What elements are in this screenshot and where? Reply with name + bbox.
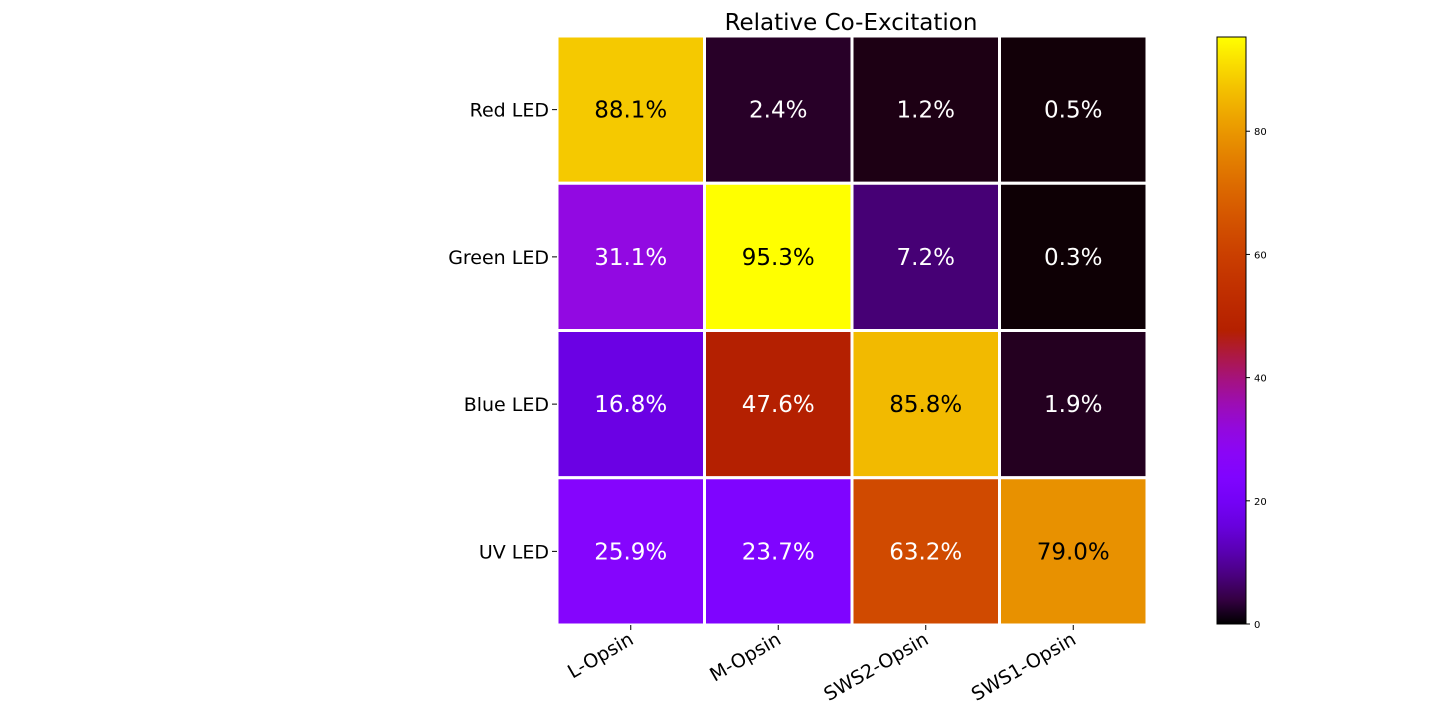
cell-value-label: 31.1%	[594, 245, 667, 271]
cell-value-label: 0.3%	[1044, 245, 1102, 271]
heatmap-cell	[850, 34, 1001, 185]
chart-title: Relative Co-Excitation	[725, 10, 978, 36]
heatmap-cell	[703, 329, 854, 480]
heatmap-cell	[703, 34, 854, 185]
y-tick-label: Green LED	[448, 247, 549, 269]
cell-value-label: 1.9%	[1044, 392, 1102, 418]
cell-value-label: 88.1%	[594, 98, 667, 124]
heatmap-cell	[703, 181, 854, 332]
cell-value-label: 85.8%	[889, 392, 962, 418]
heatmap-cell	[555, 34, 706, 185]
colorbar-tick-label: 0	[1254, 620, 1260, 631]
colorbar-tick-label: 80	[1254, 127, 1267, 138]
colorbar-tick-label: 20	[1254, 497, 1267, 508]
y-tick-label: UV LED	[479, 541, 549, 563]
colorbar-tick-label: 60	[1254, 250, 1267, 261]
heatmap-grid: 88.1% 2.4% 1.2% 0.5% 31.1% 95.3% 7.2% 0.3% 16.8%…	[555, 34, 1149, 627]
y-tick-label: Blue LED	[464, 394, 549, 416]
cell-value-label: 23.7%	[742, 539, 815, 565]
cell-value-label: 16.8%	[594, 392, 667, 418]
y-tick-label: Red LED	[470, 100, 549, 122]
cell-value-label: 47.6%	[742, 392, 815, 418]
cell-value-label: 1.2%	[897, 98, 955, 124]
cell-value-label: 63.2%	[889, 539, 962, 565]
x-tick-label: M-Opsin	[706, 628, 785, 686]
cell-value-label: 25.9%	[594, 539, 667, 565]
x-tick-label: SWS1-Opsin	[968, 628, 1080, 705]
column-labels: L-Opsin M-Opsin SWS2-Opsin SWS1-Opsin	[564, 625, 1080, 706]
cell-value-label: 2.4%	[749, 98, 807, 124]
heatmap-cell	[703, 476, 854, 627]
row-labels: Red LED Green LED Blue LED UV LED	[448, 100, 557, 563]
cell-value-label: 79.0%	[1037, 539, 1110, 565]
cell-value-label: 95.3%	[742, 245, 815, 271]
heatmap-cell	[998, 329, 1149, 480]
heatmap-cell	[998, 181, 1149, 332]
colorbar: 0 20 40 60 80	[1216, 36, 1267, 631]
x-tick-label: SWS2-Opsin	[820, 628, 932, 705]
cell-value-label: 0.5%	[1044, 98, 1102, 124]
x-tick-label: L-Opsin	[564, 628, 637, 683]
heatmap-cell	[998, 476, 1149, 627]
cell-value-label: 7.2%	[897, 245, 955, 271]
heatmap-cell	[998, 34, 1149, 185]
colorbar-tick-label: 40	[1254, 374, 1267, 385]
colorbar-gradient	[1216, 36, 1247, 625]
